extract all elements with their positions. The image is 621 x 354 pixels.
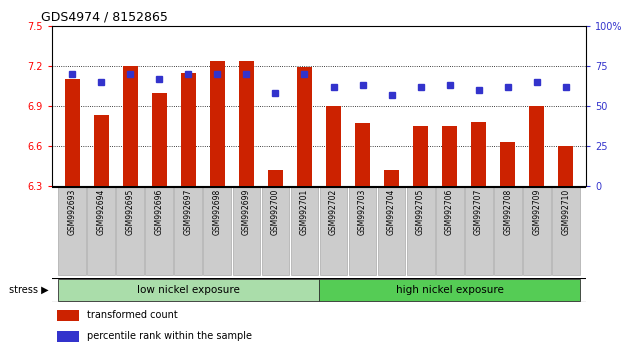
FancyBboxPatch shape — [494, 187, 522, 275]
Text: low nickel exposure: low nickel exposure — [137, 285, 240, 295]
Bar — [297, 67, 312, 186]
Bar — [152, 93, 166, 186]
FancyBboxPatch shape — [551, 187, 579, 275]
Bar — [355, 123, 369, 186]
Text: GSM992696: GSM992696 — [155, 189, 164, 235]
Text: GSM992706: GSM992706 — [445, 189, 454, 235]
Bar — [268, 170, 283, 186]
Bar — [530, 106, 544, 186]
Bar — [558, 146, 573, 186]
Text: GDS4974 / 8152865: GDS4974 / 8152865 — [42, 11, 168, 23]
FancyBboxPatch shape — [232, 187, 260, 275]
Bar — [384, 170, 399, 186]
Text: GSM992708: GSM992708 — [503, 189, 512, 235]
Bar — [442, 126, 457, 186]
FancyBboxPatch shape — [204, 187, 232, 275]
Bar — [57, 331, 79, 342]
FancyBboxPatch shape — [465, 187, 492, 275]
Bar — [65, 79, 79, 186]
FancyBboxPatch shape — [145, 187, 173, 275]
Text: GSM992700: GSM992700 — [271, 189, 280, 235]
Text: high nickel exposure: high nickel exposure — [396, 285, 504, 295]
FancyBboxPatch shape — [319, 279, 580, 301]
Text: GSM992694: GSM992694 — [97, 189, 106, 235]
Text: GSM992704: GSM992704 — [387, 189, 396, 235]
FancyBboxPatch shape — [436, 187, 463, 275]
FancyBboxPatch shape — [88, 187, 116, 275]
FancyBboxPatch shape — [175, 187, 202, 275]
Bar — [239, 61, 254, 186]
Text: transformed count: transformed count — [87, 310, 178, 320]
FancyBboxPatch shape — [407, 187, 435, 275]
FancyBboxPatch shape — [320, 187, 347, 275]
Bar — [181, 73, 196, 186]
Text: GSM992710: GSM992710 — [561, 189, 570, 235]
FancyBboxPatch shape — [378, 187, 406, 275]
Text: GSM992701: GSM992701 — [300, 189, 309, 235]
Text: stress ▶: stress ▶ — [9, 285, 49, 295]
FancyBboxPatch shape — [261, 187, 289, 275]
Bar — [471, 122, 486, 186]
FancyBboxPatch shape — [523, 187, 551, 275]
Bar — [501, 142, 515, 186]
Text: GSM992707: GSM992707 — [474, 189, 483, 235]
Text: GSM992695: GSM992695 — [126, 189, 135, 235]
Bar — [210, 61, 225, 186]
Text: GSM992697: GSM992697 — [184, 189, 193, 235]
Text: GSM992703: GSM992703 — [358, 189, 367, 235]
FancyBboxPatch shape — [58, 187, 86, 275]
FancyBboxPatch shape — [58, 279, 319, 301]
Text: GSM992702: GSM992702 — [329, 189, 338, 235]
Text: GSM992709: GSM992709 — [532, 189, 541, 235]
Text: percentile rank within the sample: percentile rank within the sample — [87, 331, 252, 342]
Text: GSM992705: GSM992705 — [416, 189, 425, 235]
FancyBboxPatch shape — [348, 187, 376, 275]
Bar — [123, 66, 138, 186]
Bar — [57, 310, 79, 321]
Bar — [414, 126, 428, 186]
Bar — [94, 115, 109, 186]
Text: GSM992699: GSM992699 — [242, 189, 251, 235]
Text: GSM992693: GSM992693 — [68, 189, 77, 235]
Bar — [326, 106, 341, 186]
FancyBboxPatch shape — [291, 187, 319, 275]
FancyBboxPatch shape — [116, 187, 144, 275]
Text: GSM992698: GSM992698 — [213, 189, 222, 235]
